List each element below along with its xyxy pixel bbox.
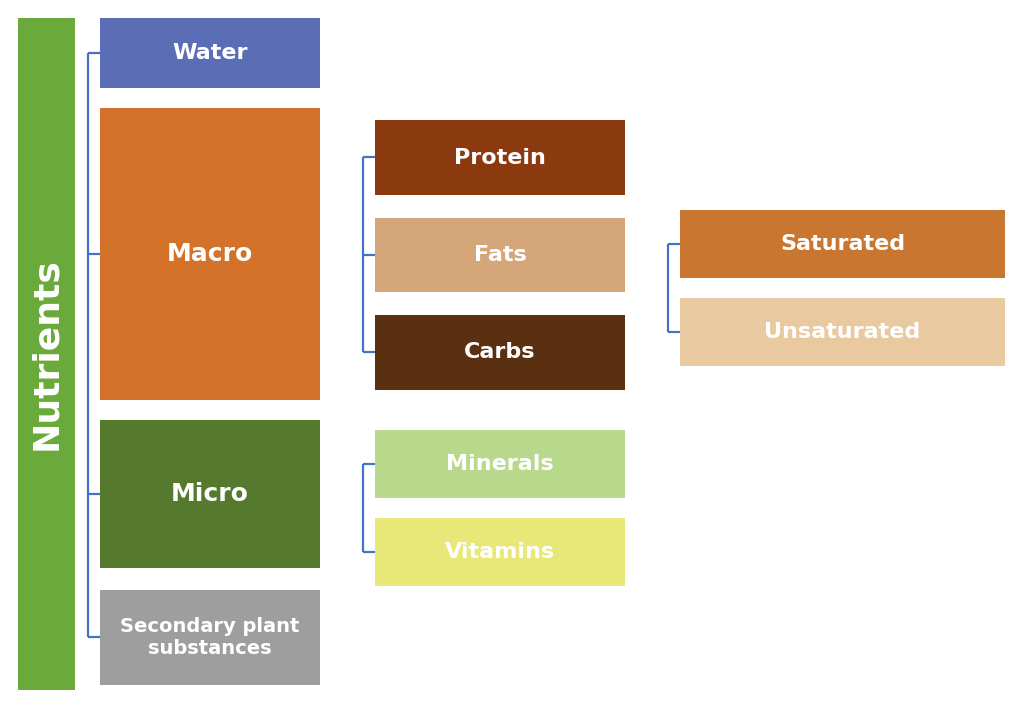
Text: Minerals: Minerals	[446, 454, 554, 474]
FancyBboxPatch shape	[375, 430, 625, 498]
FancyBboxPatch shape	[100, 18, 319, 88]
FancyBboxPatch shape	[680, 298, 1005, 366]
FancyBboxPatch shape	[100, 108, 319, 400]
FancyBboxPatch shape	[100, 420, 319, 568]
Text: Secondary plant
substances: Secondary plant substances	[120, 617, 300, 658]
Text: Water: Water	[172, 43, 248, 63]
Text: Vitamins: Vitamins	[445, 542, 555, 562]
Text: Macro: Macro	[167, 242, 253, 266]
FancyBboxPatch shape	[100, 590, 319, 685]
Text: Carbs: Carbs	[464, 342, 536, 363]
Text: Micro: Micro	[171, 482, 249, 506]
FancyBboxPatch shape	[375, 120, 625, 195]
FancyBboxPatch shape	[375, 518, 625, 586]
Text: Unsaturated: Unsaturated	[764, 322, 921, 342]
Text: Nutrients: Nutrients	[30, 257, 63, 450]
FancyBboxPatch shape	[18, 18, 75, 690]
Text: Saturated: Saturated	[780, 234, 905, 254]
Text: Protein: Protein	[454, 148, 546, 168]
FancyBboxPatch shape	[680, 210, 1005, 278]
FancyBboxPatch shape	[375, 315, 625, 390]
FancyBboxPatch shape	[375, 218, 625, 292]
Text: Fats: Fats	[474, 245, 526, 265]
